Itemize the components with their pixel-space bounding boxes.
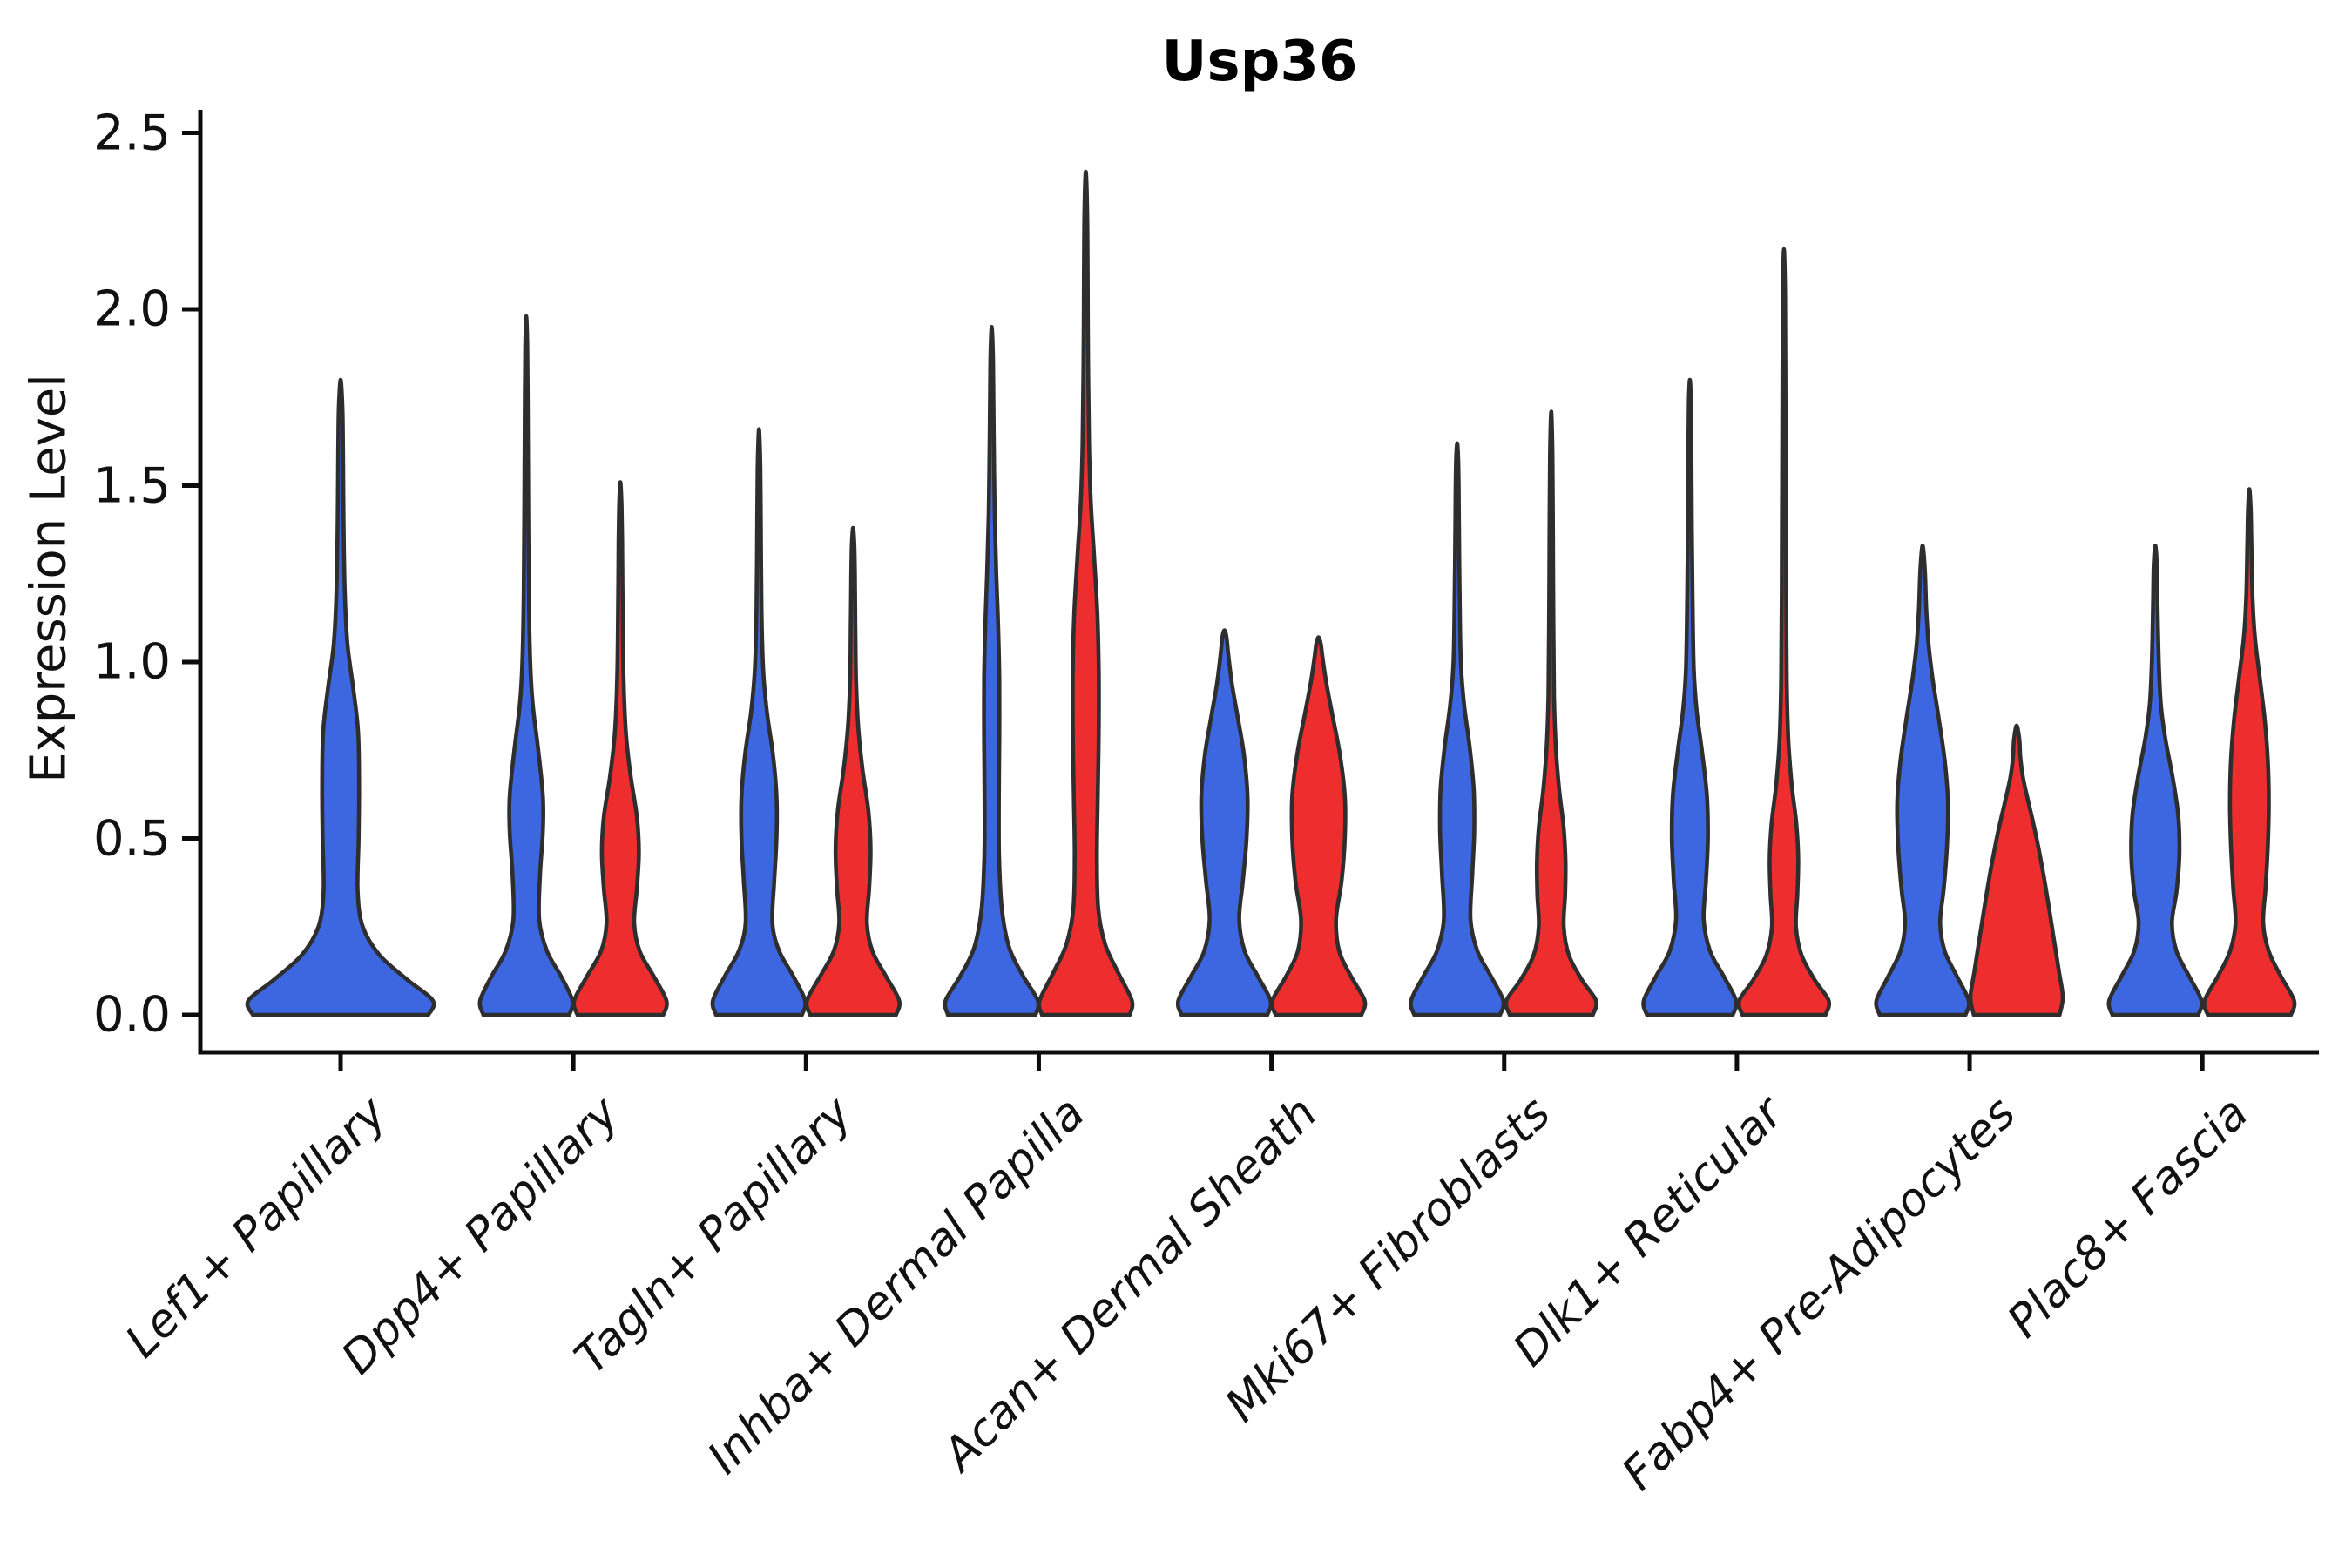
violin-tagln-papillary-blue [710, 427, 808, 1017]
chart-title: Usp36 [1161, 30, 1358, 94]
y-tick-label-2.5: 2.5 [92, 105, 171, 161]
violin-acan-dermal-sheath-blue [1175, 628, 1274, 1017]
violin-dpp4-papillary-red [571, 480, 669, 1017]
violin-acan-dermal-sheath-red [1269, 635, 1368, 1017]
violin-tagln-papillary-red [804, 525, 902, 1017]
y-tick-label-0.5: 0.5 [92, 810, 171, 867]
y-tick-label-0.0: 0.0 [92, 986, 171, 1044]
y-tick-label-1.5: 1.5 [92, 457, 171, 514]
violin-mki67-fibroblasts-blue [1409, 441, 1506, 1017]
violin-inhba-dermal-papilla-red [1037, 169, 1135, 1017]
y-axis-label: Expression Level [20, 374, 78, 783]
violin-plac8-fascia-blue [2106, 544, 2204, 1017]
y-tick-label-2.0: 2.0 [92, 280, 171, 338]
violin-fabp4-pre-adipocytes-blue [1874, 544, 1971, 1017]
y-tick-label-1.0: 1.0 [92, 633, 171, 691]
violin-dlk1-reticular-red [1736, 247, 1832, 1017]
violin-lef1-papillary-blue [245, 377, 436, 1017]
violin-mki67-fibroblasts-red [1504, 409, 1598, 1017]
violin-plac8-fascia-red [2202, 487, 2297, 1017]
violin-fabp4-pre-adipocytes-red [1968, 723, 2065, 1017]
violin-dlk1-reticular-blue [1641, 377, 1739, 1017]
violin-dpp4-papillary-blue [477, 314, 575, 1017]
violin-inhba-dermal-papilla-blue [943, 325, 1041, 1017]
